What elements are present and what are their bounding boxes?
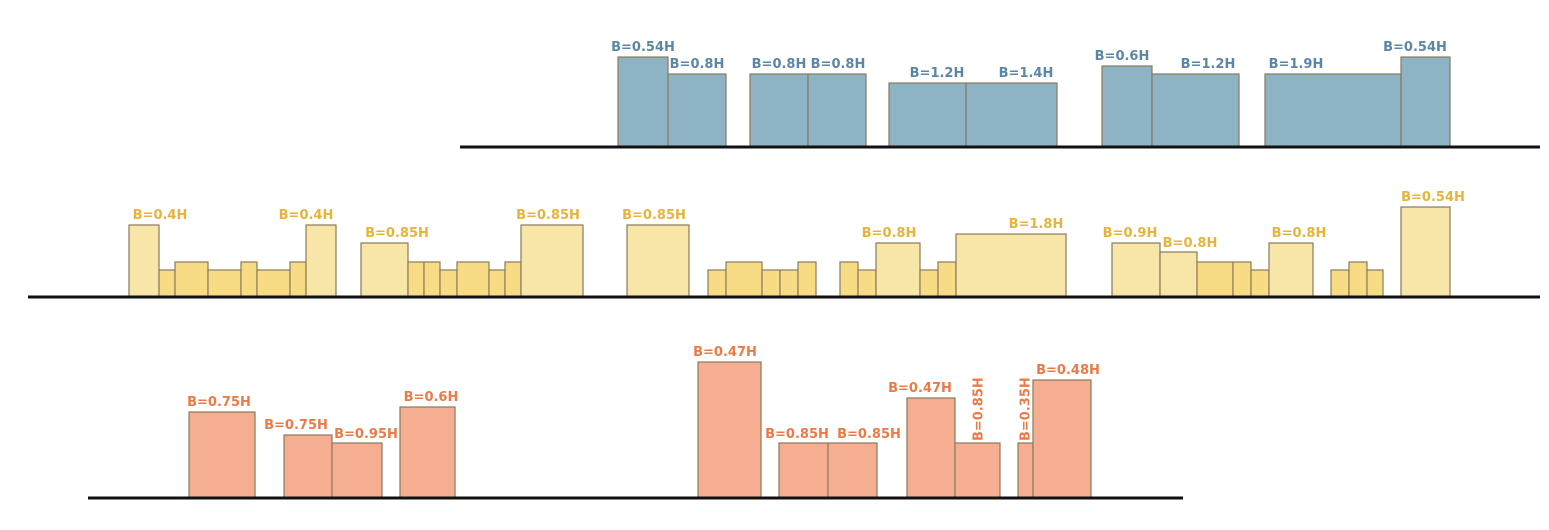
blue-label: B=0.8H xyxy=(752,57,807,72)
yellow-building xyxy=(1159,251,1198,298)
yellow-building-row: B=0.4H B=0.4H B=0.85H B=0.85H B=0.85H B=0.8H B… xyxy=(28,190,1540,299)
yellow-building xyxy=(1232,261,1252,298)
yellow-building xyxy=(1111,242,1161,298)
yellow-building xyxy=(725,261,763,298)
orange-label: B=0.47H xyxy=(693,345,757,360)
yellow-building xyxy=(207,269,242,298)
yellow-label: B=0.85H xyxy=(622,208,686,223)
yellow-building xyxy=(937,261,957,298)
yellow-building xyxy=(1400,206,1451,298)
yellow-building xyxy=(1268,242,1314,298)
yellow-building xyxy=(797,261,817,298)
yellow-building xyxy=(128,224,160,298)
orange-building xyxy=(331,442,383,499)
orange-building xyxy=(697,361,762,499)
yellow-building xyxy=(289,261,307,298)
blue-label: B=0.8H xyxy=(670,57,725,72)
blue-building xyxy=(807,73,867,148)
yellow-building xyxy=(256,269,291,298)
yellow-label: B=0.4H xyxy=(133,208,188,223)
blue-label: B=1.2H xyxy=(1181,57,1236,72)
yellow-building xyxy=(919,269,939,298)
orange-label: B=0.75H xyxy=(264,418,328,433)
blue-label: B=0.6H xyxy=(1095,49,1150,64)
yellow-building xyxy=(839,261,859,298)
blue-building-row: B=0.54H B=0.8H B=0.8H B=0.8H B=1.2H B=1.4H B=0… xyxy=(460,40,1540,149)
yellow-label: B=1.8H xyxy=(1009,217,1064,232)
orange-label: B=0.47H xyxy=(888,381,952,396)
orange-label: B=0.35H xyxy=(1019,377,1034,441)
yellow-building xyxy=(1330,269,1350,298)
orange-building xyxy=(954,442,1001,499)
blue-building xyxy=(749,73,809,148)
orange-building-row: B=0.75H B=0.75H B=0.95H B=0.6H B=0.47H B=0.85… xyxy=(88,345,1183,500)
blue-label: B=1.9H xyxy=(1269,57,1324,72)
yellow-building xyxy=(360,242,409,298)
blue-building xyxy=(1151,73,1240,148)
yellow-building xyxy=(875,242,921,298)
blue-building xyxy=(1264,73,1402,148)
orange-building xyxy=(778,442,829,499)
yellow-building xyxy=(857,269,877,298)
blue-building xyxy=(617,56,669,148)
blue-label: B=1.2H xyxy=(910,66,965,81)
yellow-label: B=0.8H xyxy=(862,226,917,241)
yellow-building xyxy=(1348,261,1368,298)
yellow-label: B=0.4H xyxy=(279,208,334,223)
orange-building xyxy=(1032,379,1092,499)
yellow-building xyxy=(423,261,441,298)
blue-label: B=0.54H xyxy=(611,40,675,55)
orange-building xyxy=(283,434,333,499)
orange-building xyxy=(906,397,956,499)
yellow-building xyxy=(626,224,690,298)
orange-label: B=0.85H xyxy=(972,377,987,441)
blue-building xyxy=(888,82,967,148)
yellow-building xyxy=(305,224,337,298)
yellow-building xyxy=(707,269,727,298)
yellow-building xyxy=(456,261,490,298)
blue-label: B=0.8H xyxy=(811,57,866,72)
blue-building xyxy=(965,82,1058,148)
yellow-building xyxy=(407,261,425,298)
yellow-label: B=0.9H xyxy=(1103,226,1158,241)
orange-label: B=0.95H xyxy=(334,427,398,442)
yellow-building xyxy=(1250,269,1270,298)
yellow-building xyxy=(504,261,522,298)
yellow-building xyxy=(439,269,458,298)
orange-label: B=0.6H xyxy=(404,390,459,405)
orange-building xyxy=(1017,442,1034,499)
yellow-label: B=0.8H xyxy=(1272,226,1327,241)
orange-label: B=0.85H xyxy=(837,427,901,442)
orange-label: B=0.48H xyxy=(1036,363,1100,378)
orange-building xyxy=(188,411,256,499)
yellow-building xyxy=(1196,261,1234,298)
yellow-building xyxy=(520,224,584,298)
orange-label: B=0.75H xyxy=(187,395,251,410)
yellow-label: B=0.54H xyxy=(1401,190,1465,205)
yellow-building xyxy=(174,261,209,298)
yellow-building xyxy=(158,269,176,298)
blue-building xyxy=(1101,65,1153,148)
yellow-building xyxy=(1366,269,1384,298)
orange-building xyxy=(399,406,456,499)
blue-label: B=0.54H xyxy=(1383,40,1447,55)
yellow-building xyxy=(240,261,258,298)
yellow-label: B=0.8H xyxy=(1163,236,1218,251)
orange-label: B=0.85H xyxy=(765,427,829,442)
orange-building xyxy=(827,442,878,499)
blue-building xyxy=(667,73,727,148)
yellow-label: B=0.85H xyxy=(365,226,429,241)
yellow-label: B=0.85H xyxy=(516,208,580,223)
yellow-building xyxy=(761,269,781,298)
yellow-building xyxy=(488,269,506,298)
yellow-building xyxy=(779,269,799,298)
blue-building xyxy=(1400,56,1451,148)
blue-label: B=1.4H xyxy=(999,66,1054,81)
yellow-building xyxy=(955,233,1067,298)
